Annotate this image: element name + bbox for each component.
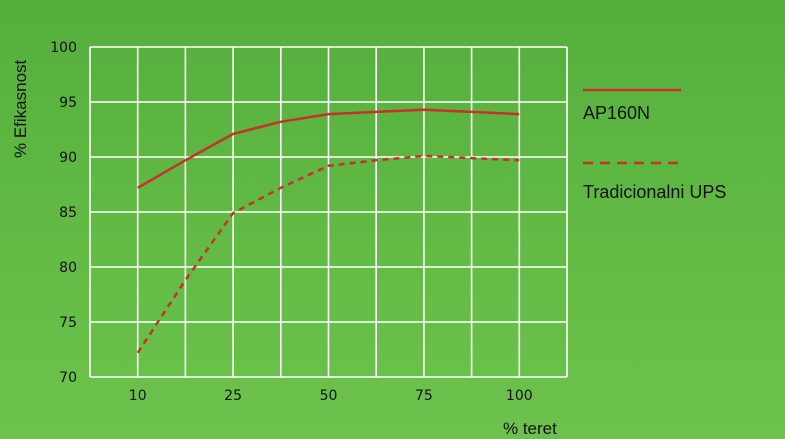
series-line-tradicionalni-ups [136, 154, 520, 354]
y-tick-label: 95 [59, 95, 77, 111]
y-tick-labels: 70 75 80 85 90 95 100 [50, 40, 77, 386]
x-tick-label: 10 [129, 388, 147, 404]
x-tick-label: 100 [506, 388, 533, 404]
x-axis-label: % teret [503, 419, 557, 438]
grid [89, 46, 568, 378]
legend-label-ap160n: AP160N [583, 103, 650, 123]
y-axis-label: % Efikasnost [11, 59, 30, 158]
legend-label-tradicionalni-ups: Tradicionalni UPS [583, 182, 726, 202]
y-tick-label: 90 [59, 150, 77, 166]
x-tick-label: 25 [224, 388, 242, 404]
x-tick-label: 50 [320, 388, 338, 404]
legend: AP160N Tradicionalni UPS [583, 88, 726, 202]
y-tick-label: 70 [59, 370, 77, 386]
y-tick-label: 80 [59, 260, 77, 276]
x-tick-labels: 10 25 50 75 100 [129, 388, 533, 404]
series-lines [136, 108, 520, 354]
y-tick-label: 100 [50, 40, 77, 56]
y-tick-label: 75 [59, 315, 77, 331]
y-tick-label: 85 [59, 205, 77, 221]
series-line-ap160n [137, 108, 520, 189]
x-tick-label: 75 [415, 388, 433, 404]
